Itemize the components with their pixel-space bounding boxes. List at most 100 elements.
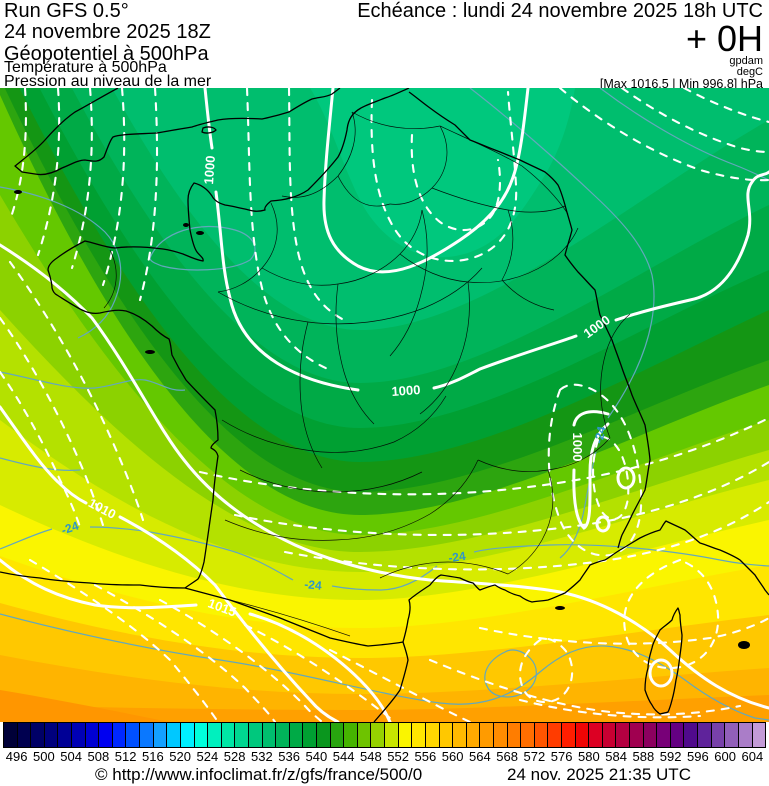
forecast-step: + 0H xyxy=(685,18,763,59)
colorbar-tick: 512 xyxy=(114,749,137,764)
colorbar-tick: 496 xyxy=(5,749,28,764)
weather-map: 1000 1000 1000 1000 1010 1015 -24 -24 -2… xyxy=(0,0,769,726)
colorbar-cell xyxy=(3,722,18,748)
colorbar-cell xyxy=(167,722,181,748)
model-run-date: 24 novembre 2025 18Z xyxy=(4,21,211,43)
colorbar-cell xyxy=(711,722,726,748)
unit-gpdam: gpdam xyxy=(729,55,763,67)
colorbar-cell xyxy=(153,722,168,748)
colorbar-cell xyxy=(561,722,576,748)
colorbar-cell xyxy=(521,722,535,748)
colorbar-cell xyxy=(221,722,236,748)
colorbar-cell xyxy=(534,722,549,748)
colorbar-tick: 600 xyxy=(714,749,736,764)
colorbar-cell xyxy=(72,722,86,748)
colorbar-cell xyxy=(58,722,73,748)
colorbar-cell xyxy=(85,722,100,748)
colorbar-tick: 576 xyxy=(550,749,573,764)
colorbar-cell xyxy=(589,722,603,748)
colorbar-cell xyxy=(616,722,631,748)
colorbar-ticks: 496 500 504 508 512 516 520 524 528 532 536 540 544 5… xyxy=(0,749,769,764)
colorbar-cell xyxy=(262,722,277,748)
colorbar-cell xyxy=(344,722,358,748)
colorbar-tick: 592 xyxy=(659,749,682,764)
temperature-contour-label: -24 xyxy=(60,519,81,538)
colorbar-cell xyxy=(548,722,562,748)
colorbar-tick: 532 xyxy=(251,749,273,764)
colorbar-tick: 588 xyxy=(632,749,655,764)
colorbar-cell xyxy=(194,722,209,748)
colorbar-cell xyxy=(725,722,739,748)
colorbar-cell xyxy=(480,722,494,748)
department-borders xyxy=(103,111,631,637)
colorbar-cell xyxy=(643,722,658,748)
pressure-contour-label: 1000 xyxy=(570,433,585,462)
colorbar-cell xyxy=(276,722,290,748)
temperature-contour-label: -24 xyxy=(591,425,608,445)
colorbar-cell xyxy=(630,722,644,748)
colorbar-cell xyxy=(412,722,426,748)
colorbar-cell xyxy=(31,722,45,748)
colorbar-cell xyxy=(248,722,263,748)
model-run-title: Run GFS 0.5° xyxy=(4,0,129,22)
colorbar-cell xyxy=(357,722,372,748)
colorbar-cell xyxy=(738,722,753,748)
small-islands xyxy=(14,190,750,649)
colorbar-cell xyxy=(317,722,331,748)
pressure-contours xyxy=(0,86,769,724)
colorbar-cell xyxy=(289,722,304,748)
colorbar-tick: 568 xyxy=(496,749,518,764)
colorbar-tick: 516 xyxy=(142,749,164,764)
colorbar-cell xyxy=(208,722,222,748)
pressure-minmax: [Max 1016.5 | Min 996.8] hPa xyxy=(599,77,763,91)
colorbar-cell xyxy=(99,722,113,748)
colorbar-tick: 604 xyxy=(741,749,764,764)
colorbar-cell xyxy=(453,722,467,748)
colorbar-tick: 548 xyxy=(360,749,382,764)
dashed-pressure-contours xyxy=(0,86,769,724)
coastlines xyxy=(0,87,769,723)
colorbar-cell xyxy=(371,722,386,748)
field-temperature: Température à 500hPa xyxy=(4,59,167,76)
colorbar-tick: 508 xyxy=(87,749,110,764)
field-pressure: Pression au niveau de la mer xyxy=(4,73,212,90)
footer: © http://www.infoclimat.fr/z/gfs/france/… xyxy=(0,763,769,786)
colorbar-cell xyxy=(17,722,32,748)
colorbar-cell xyxy=(425,722,440,748)
colorbar-tick: 552 xyxy=(387,749,409,764)
colorbar-tick: 584 xyxy=(605,749,627,764)
colorbar-cell xyxy=(112,722,127,748)
colorbar xyxy=(3,722,767,748)
colorbar-cell xyxy=(140,722,154,748)
temperature-contour-label: -24 xyxy=(304,577,323,593)
colorbar-cell xyxy=(180,722,195,748)
colorbar-tick: 556 xyxy=(414,749,437,764)
temperature-contour-label: -24 xyxy=(447,549,466,565)
colorbar-tick: 528 xyxy=(223,749,246,764)
field-geopotential: Géopotentiel à 500hPa xyxy=(4,43,209,65)
geopotential-bands xyxy=(0,0,769,726)
unit-degc: degC xyxy=(736,66,763,78)
colorbar-cell xyxy=(657,722,671,748)
pressure-contour-label: 1000 xyxy=(201,155,218,185)
colorbar-tick: 572 xyxy=(523,749,546,764)
temperature-contours xyxy=(0,87,769,721)
colorbar-cell xyxy=(507,722,522,748)
colorbar-tick: 504 xyxy=(60,749,82,764)
colorbar-cell xyxy=(126,722,141,748)
map-area: 1000 1000 1000 1000 1010 1015 -24 -24 -2… xyxy=(0,0,769,726)
colorbar-cell xyxy=(698,722,712,748)
colorbar-tick: 596 xyxy=(687,749,709,764)
colorbar-tick: 564 xyxy=(469,749,491,764)
colorbar-tick: 536 xyxy=(278,749,300,764)
colorbar-tick: 560 xyxy=(441,749,464,764)
pressure-contour-label: 1000 xyxy=(391,382,421,399)
colorbar-cell xyxy=(466,722,481,748)
colorbar-cell xyxy=(493,722,508,748)
colorbar-tick: 500 xyxy=(33,749,55,764)
colorbar-cell xyxy=(398,722,413,748)
colorbar-tick: 580 xyxy=(578,749,600,764)
colorbar-tick: 524 xyxy=(196,749,219,764)
colorbar-cell xyxy=(684,722,699,748)
